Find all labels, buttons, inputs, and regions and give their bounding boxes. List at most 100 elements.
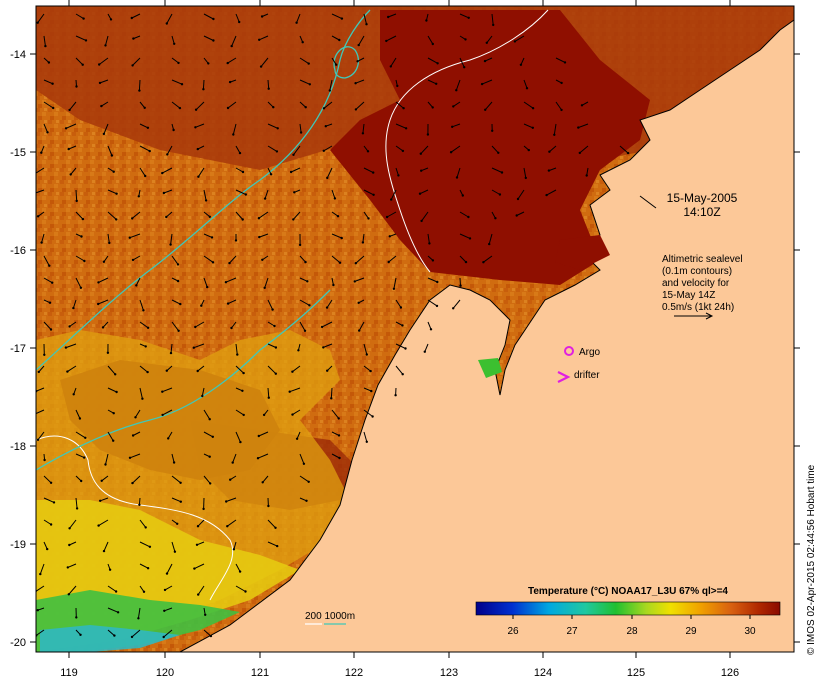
velocity-vector-head (114, 373, 116, 375)
velocity-vector-head (107, 352, 109, 354)
velocity-vector-head (163, 192, 165, 194)
velocity-vector-head (326, 177, 328, 179)
velocity-vector-head (242, 218, 244, 220)
velocity-vector-head (109, 569, 111, 571)
velocity-vector-head (338, 39, 340, 41)
velocity-vector-head (177, 280, 179, 282)
velocity-vector-head (358, 329, 360, 331)
velocity-vector-head (401, 324, 403, 326)
velocity-vector-head (354, 82, 356, 84)
altimetry-line: Altimetric sealevel (662, 254, 743, 265)
velocity-vector-head (308, 304, 310, 306)
velocity-vector-head (147, 567, 149, 569)
velocity-vector-head (290, 171, 292, 173)
velocity-vector-head (212, 436, 214, 438)
velocity-vector-head (455, 89, 457, 91)
velocity-vector-head (80, 235, 82, 237)
velocity-vector-head (166, 153, 168, 155)
velocity-vector-head (110, 18, 112, 20)
velocity-vector-head (209, 482, 211, 484)
velocity-vector-head (339, 262, 341, 264)
velocity-vector-head (167, 437, 169, 439)
velocity-vector-head (548, 169, 550, 171)
velocity-vector-head (309, 83, 311, 85)
velocity-vector-head (514, 40, 516, 42)
velocity-vector-head (65, 127, 67, 129)
velocity-vector-head (79, 634, 81, 636)
velocity-vector-head (68, 593, 70, 595)
velocity-vector-head (227, 62, 229, 64)
velocity-vector-head (258, 217, 260, 219)
velocity-vector-head (50, 328, 52, 330)
velocity-vector-head (161, 391, 163, 393)
velocity-vector (76, 190, 77, 201)
velocity-vector-head (548, 151, 550, 153)
velocity-vector-head (97, 303, 99, 305)
velocity-vector-head (239, 570, 241, 572)
velocity-vector-head (48, 61, 50, 63)
velocity-vector-head (172, 129, 174, 131)
velocity-vector-head (37, 609, 39, 611)
lon-label: 121 (251, 667, 269, 679)
velocity-vector-head (459, 285, 461, 287)
velocity-vector-head (451, 126, 453, 128)
velocity-vector-head (577, 126, 579, 128)
velocity-vector-head (261, 15, 263, 17)
velocity-vector-head (202, 508, 204, 510)
velocity-vector-head (299, 244, 301, 246)
velocity-vector-head (227, 302, 229, 304)
velocity-vector-head (517, 198, 519, 200)
velocity-vector-head (275, 346, 277, 348)
velocity-vector-head (197, 176, 199, 178)
colorbar-title: Temperature (°C) NOAA17_L3U 67% ql>=4 (528, 586, 728, 597)
velocity-vector-head (103, 261, 105, 263)
velocity-vector-head (341, 237, 343, 239)
velocity-vector-head (104, 463, 106, 465)
velocity-vector (268, 80, 269, 89)
velocity-vector-head (297, 349, 299, 351)
velocity-vector-head (193, 567, 195, 569)
lon-label: 123 (440, 667, 458, 679)
velocity-vector-head (394, 394, 396, 396)
velocity-vector-head (501, 171, 503, 173)
velocity-vector-head (275, 373, 277, 375)
velocity-vector-head (51, 83, 53, 85)
velocity-vector-head (306, 280, 308, 282)
velocity-vector-head (268, 88, 270, 90)
velocity-vector-head (432, 259, 434, 261)
velocity-vector-head (267, 505, 269, 507)
velocity-vector-head (499, 193, 501, 195)
velocity-vector-head (227, 107, 229, 109)
velocity-vector (139, 80, 140, 91)
velocity-vector-head (131, 64, 133, 66)
velocity-vector-head (113, 171, 115, 173)
velocity-vector-head (369, 370, 371, 372)
velocity-vector-head (177, 62, 179, 64)
velocity-vector-head (276, 150, 278, 152)
velocity-vector-head (179, 482, 181, 484)
velocity-vector-head (173, 461, 175, 463)
velocity-vector-head (232, 461, 234, 463)
velocity-vector-head (326, 306, 328, 308)
velocity-vector-head (452, 307, 454, 309)
velocity-vector-head (293, 191, 295, 193)
velocity-vector-head (204, 614, 206, 616)
velocity-vector-head (532, 127, 534, 129)
velocity-vector-head (80, 287, 82, 289)
lat-label: -16 (10, 245, 26, 257)
velocity-vector-head (492, 24, 494, 26)
velocity-vector-head (553, 134, 555, 136)
velocity-vector-head (75, 85, 77, 87)
velocity-vector-head (145, 345, 147, 347)
velocity-vector-head (180, 501, 182, 503)
velocity-vector-head (174, 551, 176, 553)
velocity-vector-head (245, 193, 247, 195)
velocity-vector-head (450, 151, 452, 153)
velocity-vector-head (100, 105, 102, 107)
velocity-vector-head (82, 218, 84, 220)
velocity-vector-head (427, 133, 429, 135)
velocity-vector-head (163, 610, 165, 612)
velocity-vector-head (520, 64, 522, 66)
velocity-vector-head (131, 482, 133, 484)
velocity-vector-head (111, 154, 113, 156)
